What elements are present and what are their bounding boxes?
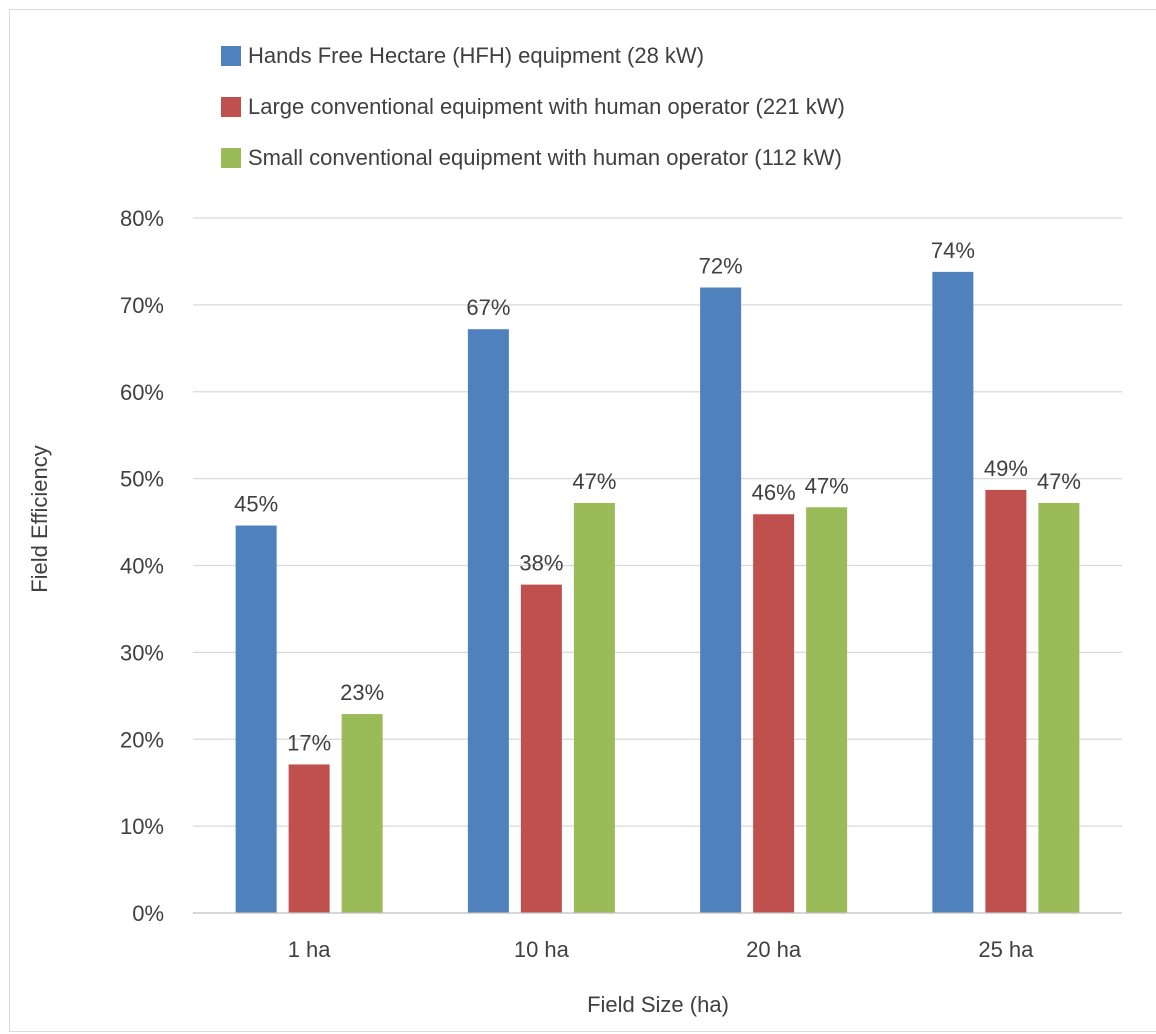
y-tick-label: 20% (120, 727, 164, 752)
y-tick-label: 80% (120, 206, 164, 231)
y-axis-title: Field Efficiency (27, 445, 52, 593)
bar (753, 514, 795, 913)
x-tick-label: 1 ha (288, 937, 332, 962)
data-label: 47% (1037, 469, 1081, 494)
bar (235, 525, 277, 913)
y-tick-label: 40% (120, 554, 164, 579)
data-label: 67% (466, 295, 510, 320)
data-label: 47% (805, 473, 849, 498)
data-label: 17% (287, 730, 331, 755)
data-labels: 45% 17% 23% 67% 38% 47% 72% 46% 47% 74% 49% 47% (234, 238, 1081, 756)
gridlines (193, 217, 1122, 827)
y-tick-label: 50% (120, 467, 164, 492)
bar (288, 764, 330, 913)
x-tick-label: 25 ha (978, 937, 1034, 962)
data-label: 72% (699, 254, 743, 279)
bar (467, 329, 509, 913)
data-label: 74% (931, 238, 975, 263)
y-tick-label: 0% (132, 901, 164, 926)
legend-swatch-hfh (221, 45, 241, 66)
y-tick-label: 70% (120, 293, 164, 318)
data-label: 23% (340, 680, 384, 705)
bar (1038, 502, 1080, 913)
y-tick-label: 60% (120, 380, 164, 405)
y-tick-label: 30% (120, 640, 164, 665)
legend-item-large: Large conventional equipment with human … (221, 81, 845, 132)
bar (806, 507, 848, 913)
data-label: 47% (572, 469, 616, 494)
axes: 0% 10% 20% 30% 40% 50% 60% 70% 80% 1 ha 10 ha 20 ha… (120, 206, 1122, 962)
bar (520, 584, 562, 913)
x-axis-title: Field Size (ha) (587, 992, 729, 1017)
data-label: 45% (234, 492, 278, 517)
data-label: 46% (752, 480, 796, 505)
bar (700, 287, 742, 913)
legend: Hands Free Hectare (HFH) equipment (28 k… (221, 30, 845, 183)
x-tick-label: 20 ha (746, 937, 802, 962)
legend-item-hfh: Hands Free Hectare (HFH) equipment (28 k… (221, 30, 845, 81)
legend-swatch-large (221, 96, 241, 117)
legend-swatch-small (221, 147, 241, 168)
data-label: 49% (984, 456, 1028, 481)
x-tick-label: 10 ha (514, 937, 570, 962)
legend-item-small: Small conventional equipment with human … (221, 132, 845, 183)
legend-label-large: Large conventional equipment with human … (248, 93, 845, 119)
legend-label-hfh: Hands Free Hectare (HFH) equipment (28 k… (248, 42, 705, 68)
bar (341, 714, 383, 913)
bar (985, 489, 1027, 913)
bar (573, 502, 615, 913)
legend-label-small: Small conventional equipment with human … (248, 144, 842, 170)
y-tick-label: 10% (120, 814, 164, 839)
data-label: 38% (519, 551, 563, 576)
bar (932, 271, 974, 913)
bars (235, 271, 1080, 913)
